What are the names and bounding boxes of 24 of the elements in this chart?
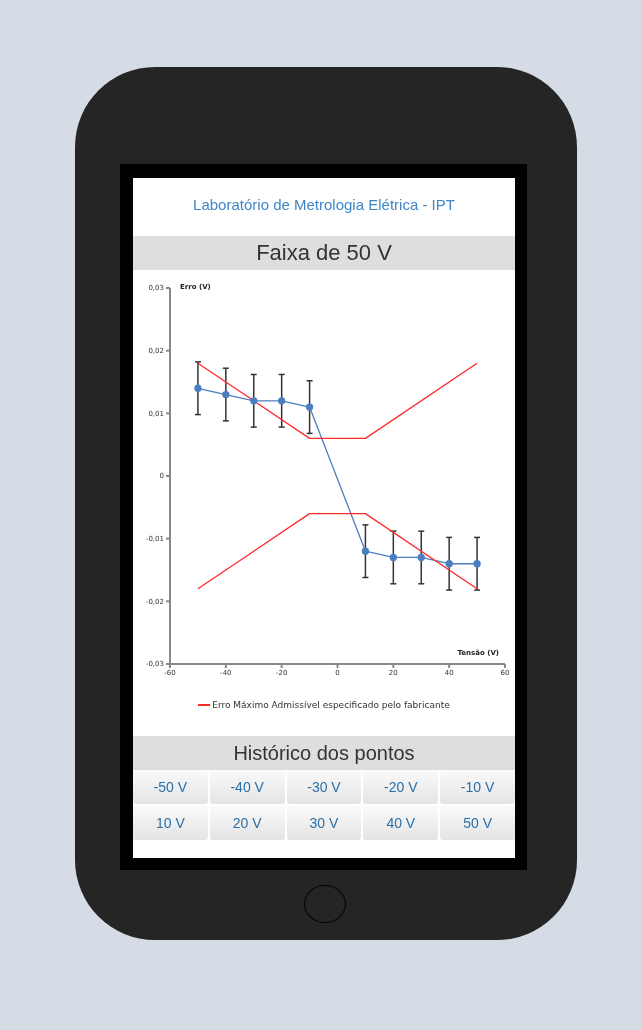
point bbox=[361, 547, 370, 555]
text: 40 V bbox=[363, 806, 439, 840]
text: -50 V bbox=[133, 770, 208, 804]
point bbox=[250, 397, 258, 405]
text: Histórico dos pontos bbox=[133, 736, 515, 770]
legend-label: Erro Máximo Admissível especificado pelo fabricante bbox=[212, 700, 450, 710]
text: 50 V bbox=[440, 806, 515, 840]
text: -40 V bbox=[209, 770, 285, 804]
text: -30 V bbox=[286, 770, 362, 804]
chart-title: Faixa de 50 V bbox=[133, 236, 515, 270]
point bbox=[194, 384, 202, 392]
point bbox=[222, 390, 230, 399]
text: 20 V bbox=[209, 806, 285, 840]
point bbox=[278, 397, 286, 405]
chart-subtitle: Laboratório de Metrologia Elétrica - IPT bbox=[192, 196, 456, 213]
text: -20 V bbox=[363, 770, 439, 804]
text: -10 V bbox=[440, 770, 515, 804]
point bbox=[389, 553, 397, 562]
point bbox=[417, 553, 425, 562]
point bbox=[305, 403, 314, 411]
point bbox=[445, 560, 453, 568]
text: 30 V bbox=[286, 806, 362, 840]
text: 10 V bbox=[133, 806, 208, 840]
point bbox=[473, 560, 481, 568]
